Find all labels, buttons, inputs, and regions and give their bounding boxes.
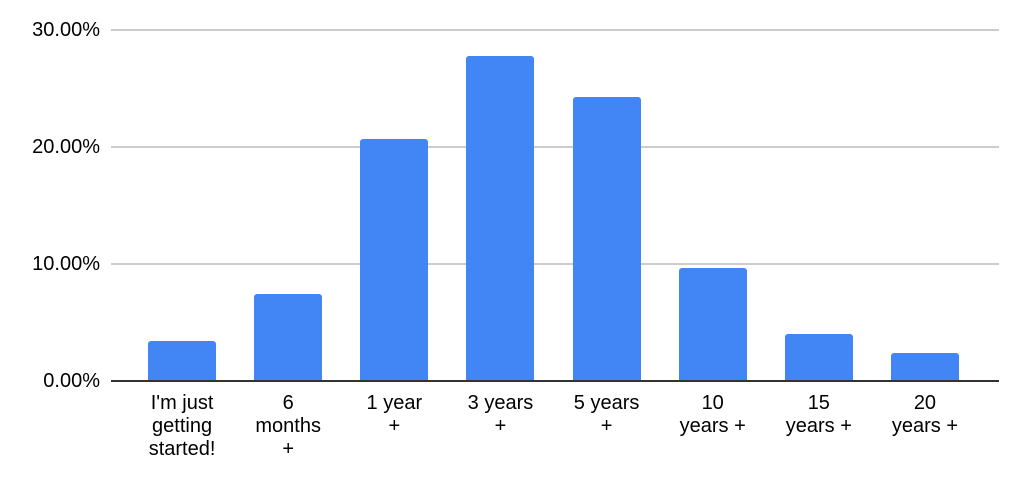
x-axis-category-label: I'm just getting started! [148,392,216,460]
x-axis-category-label: 6 months + [255,392,321,460]
gridline [111,29,999,31]
bar [572,96,641,381]
gridline [111,146,999,148]
y-axis-tick-label: 0.00% [43,370,100,392]
x-axis-line [111,380,999,382]
bar [466,55,535,381]
x-axis-category-label: 3 years + [467,392,534,437]
x-axis-category-label: 5 years + [573,392,640,437]
bar [360,138,429,381]
x-axis-category-label: 15 years + [785,392,852,437]
x-axis-category-label: 10 years + [679,392,746,437]
bar [678,267,747,381]
bar [890,352,959,381]
x-axis-category-label: 1 year + [366,392,423,437]
y-axis-tick-label: 20.00% [32,136,100,158]
y-axis-tick-label: 10.00% [32,253,100,275]
bar [254,294,323,381]
y-axis-tick-label: 30.00% [32,19,100,41]
x-axis-category-label: 20 years + [891,392,959,437]
bar [784,334,853,381]
gridline [111,263,999,265]
bar [148,341,217,381]
